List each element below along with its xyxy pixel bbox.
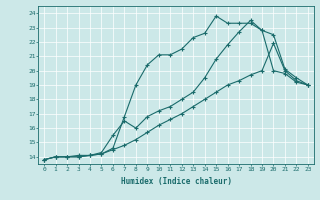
X-axis label: Humidex (Indice chaleur): Humidex (Indice chaleur) (121, 177, 231, 186)
